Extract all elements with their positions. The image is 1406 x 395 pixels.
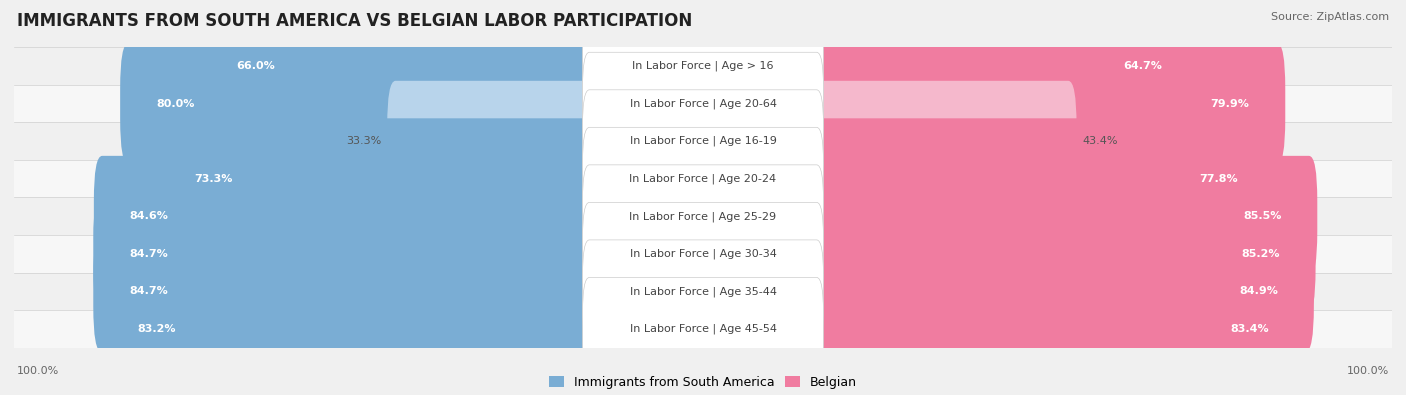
- FancyBboxPatch shape: [14, 273, 1392, 310]
- Text: 84.6%: 84.6%: [129, 211, 169, 221]
- FancyBboxPatch shape: [811, 231, 1313, 352]
- FancyBboxPatch shape: [14, 85, 1392, 122]
- FancyBboxPatch shape: [582, 240, 824, 343]
- FancyBboxPatch shape: [811, 81, 1077, 201]
- Text: 83.4%: 83.4%: [1230, 324, 1270, 334]
- Text: In Labor Force | Age 25-29: In Labor Force | Age 25-29: [630, 211, 776, 222]
- Text: 43.4%: 43.4%: [1083, 136, 1118, 146]
- Text: 83.2%: 83.2%: [138, 324, 176, 334]
- FancyBboxPatch shape: [582, 165, 824, 268]
- FancyBboxPatch shape: [14, 310, 1392, 348]
- FancyBboxPatch shape: [14, 47, 1392, 85]
- FancyBboxPatch shape: [811, 118, 1274, 239]
- Text: 100.0%: 100.0%: [17, 366, 59, 376]
- FancyBboxPatch shape: [159, 118, 595, 239]
- FancyBboxPatch shape: [101, 269, 595, 389]
- FancyBboxPatch shape: [14, 198, 1392, 235]
- FancyBboxPatch shape: [582, 202, 824, 305]
- FancyBboxPatch shape: [811, 6, 1198, 126]
- Text: In Labor Force | Age 20-24: In Labor Force | Age 20-24: [630, 173, 776, 184]
- Text: 84.7%: 84.7%: [129, 249, 167, 259]
- Text: 80.0%: 80.0%: [156, 99, 194, 109]
- FancyBboxPatch shape: [582, 52, 824, 155]
- Text: 84.9%: 84.9%: [1239, 286, 1278, 296]
- Legend: Immigrants from South America, Belgian: Immigrants from South America, Belgian: [550, 376, 856, 389]
- FancyBboxPatch shape: [582, 15, 824, 118]
- FancyBboxPatch shape: [14, 160, 1392, 198]
- FancyBboxPatch shape: [93, 194, 595, 314]
- Text: In Labor Force | Age > 16: In Labor Force | Age > 16: [633, 61, 773, 71]
- Text: In Labor Force | Age 16-19: In Labor Force | Age 16-19: [630, 136, 776, 147]
- FancyBboxPatch shape: [582, 277, 824, 380]
- FancyBboxPatch shape: [582, 127, 824, 230]
- Text: Source: ZipAtlas.com: Source: ZipAtlas.com: [1271, 12, 1389, 22]
- FancyBboxPatch shape: [811, 43, 1285, 164]
- Text: 84.7%: 84.7%: [129, 286, 167, 296]
- Text: 64.7%: 64.7%: [1123, 61, 1163, 71]
- Text: 33.3%: 33.3%: [346, 136, 381, 146]
- FancyBboxPatch shape: [811, 269, 1305, 389]
- Text: 85.2%: 85.2%: [1241, 249, 1279, 259]
- FancyBboxPatch shape: [14, 122, 1392, 160]
- FancyBboxPatch shape: [93, 231, 595, 352]
- FancyBboxPatch shape: [811, 194, 1316, 314]
- Text: 79.9%: 79.9%: [1211, 99, 1250, 109]
- FancyBboxPatch shape: [387, 81, 595, 201]
- Text: In Labor Force | Age 20-64: In Labor Force | Age 20-64: [630, 98, 776, 109]
- Text: In Labor Force | Age 35-44: In Labor Force | Age 35-44: [630, 286, 776, 297]
- FancyBboxPatch shape: [582, 90, 824, 193]
- Text: In Labor Force | Age 45-54: In Labor Force | Age 45-54: [630, 324, 776, 334]
- Text: 85.5%: 85.5%: [1243, 211, 1281, 221]
- Text: 73.3%: 73.3%: [194, 174, 232, 184]
- FancyBboxPatch shape: [811, 156, 1317, 276]
- Text: In Labor Force | Age 30-34: In Labor Force | Age 30-34: [630, 248, 776, 259]
- FancyBboxPatch shape: [94, 156, 595, 276]
- Text: IMMIGRANTS FROM SOUTH AMERICA VS BELGIAN LABOR PARTICIPATION: IMMIGRANTS FROM SOUTH AMERICA VS BELGIAN…: [17, 12, 692, 30]
- Text: 66.0%: 66.0%: [236, 61, 274, 71]
- Text: 100.0%: 100.0%: [1347, 366, 1389, 376]
- FancyBboxPatch shape: [14, 235, 1392, 273]
- FancyBboxPatch shape: [200, 6, 595, 126]
- Text: 77.8%: 77.8%: [1199, 174, 1237, 184]
- FancyBboxPatch shape: [120, 43, 595, 164]
